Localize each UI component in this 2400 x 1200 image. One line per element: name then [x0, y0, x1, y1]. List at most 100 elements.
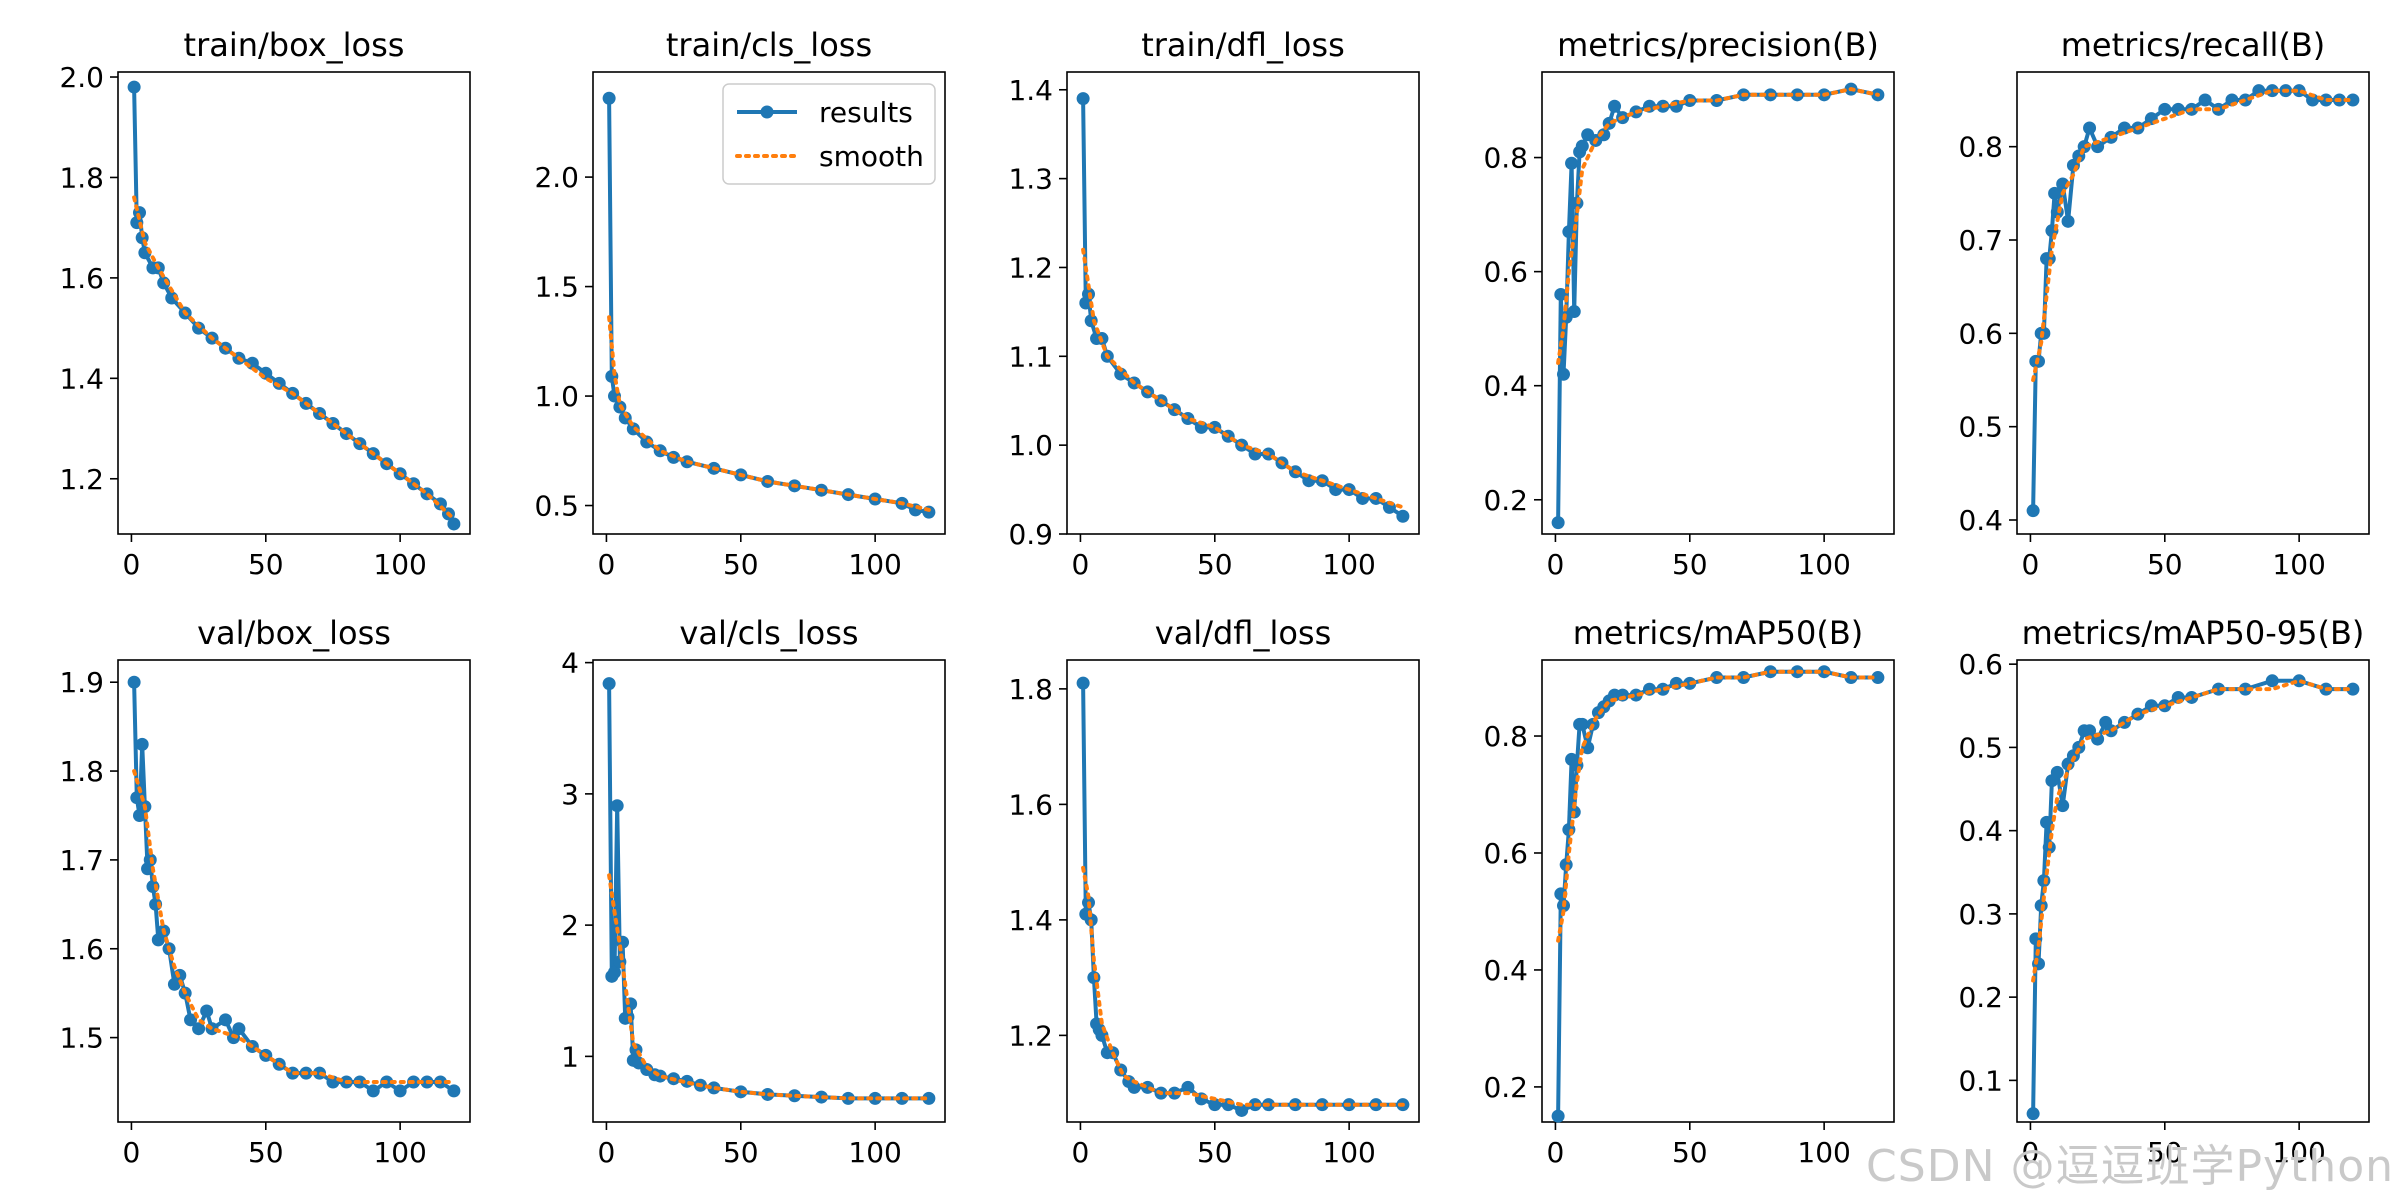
legend-label-results: results	[819, 96, 913, 129]
y-tick-label: 0.9	[1008, 518, 1053, 551]
y-tick-label: 0.8	[1958, 131, 2003, 164]
results-point	[200, 1004, 214, 1018]
results-point	[1575, 139, 1589, 153]
smooth-line	[1081, 247, 1405, 510]
x-tick-label: 100	[1322, 548, 1375, 581]
subplot-title: train/dfl_loss	[1141, 26, 1345, 64]
results-point	[2185, 690, 2199, 704]
results-point	[1114, 367, 1128, 381]
results-line	[1081, 98, 1405, 518]
x-tick-label: 0	[2022, 548, 2040, 581]
y-tick-label: 2.0	[59, 61, 104, 94]
y-tick-label: 1.2	[1008, 1019, 1053, 1052]
y-tick-label: 0.4	[1483, 370, 1528, 403]
results-point	[272, 376, 286, 390]
y-tick-label: 0.2	[1483, 1071, 1528, 1104]
subplot-title: metrics/recall(B)	[2061, 26, 2326, 64]
y-tick-label: 1.1	[1008, 340, 1053, 373]
y-tick-label: 1.3	[1008, 163, 1053, 196]
x-tick-label: 100	[373, 1136, 426, 1169]
results-point	[1551, 1109, 1565, 1123]
plot-frame	[1541, 659, 1895, 1123]
smooth-line	[607, 315, 931, 512]
plot-frame	[2016, 71, 2370, 535]
results-point	[1656, 682, 1670, 696]
results-point	[1608, 99, 1622, 113]
y-tick-label: 1.8	[1008, 673, 1053, 706]
results-point	[2040, 815, 2054, 829]
results-point	[135, 737, 149, 751]
y-tick-label: 0.4	[1483, 954, 1528, 987]
subplot-8: val/dfl_loss 0 50 100 1.2 1.4 1.6 1.8	[1008, 614, 1420, 1169]
y-tick-label: 1.4	[1008, 74, 1053, 107]
legend-label-smooth: smooth	[819, 140, 924, 173]
results-point	[1076, 92, 1090, 106]
smooth-line	[2031, 678, 2355, 983]
results-line	[1081, 683, 1403, 1113]
results-point	[2306, 93, 2320, 107]
results-point	[2061, 214, 2075, 228]
x-tick-label: 100	[1797, 548, 1850, 581]
y-tick-label: 1.7	[59, 844, 104, 877]
smooth-line	[607, 873, 931, 1101]
results-point	[1565, 156, 1579, 170]
x-tick-label: 0	[1072, 1136, 1090, 1169]
results-point	[602, 677, 616, 691]
subplot-7: val/cls_loss 0 50 100 1 2 3 4	[561, 614, 946, 1169]
x-tick-label: 50	[1672, 548, 1708, 581]
results-point	[602, 91, 616, 105]
subplot-title: train/box_loss	[184, 26, 405, 64]
y-tick-label: 0.8	[1483, 720, 1528, 753]
smooth-line	[1556, 669, 1880, 943]
results-line	[607, 683, 929, 1101]
results-point	[192, 1022, 206, 1036]
results-point	[640, 435, 654, 449]
results-point	[1567, 305, 1581, 319]
x-tick-label: 0	[1072, 548, 1090, 581]
x-tick-label: 100	[2272, 1136, 2325, 1169]
results-point	[127, 675, 141, 689]
smooth-line	[1556, 87, 1880, 365]
x-tick-label: 0	[2022, 1136, 2040, 1169]
subplot-title: train/cls_loss	[666, 26, 872, 64]
subplot-3: train/dfl_loss 0 50 100 0.9 1.0 1.1 1.2 1.3 1.4	[1008, 26, 1420, 581]
results-point	[2346, 682, 2360, 696]
subplot-title: val/dfl_loss	[1155, 614, 1332, 652]
plot-frame	[117, 71, 471, 535]
x-tick-label: 50	[723, 548, 759, 581]
results-point	[184, 1013, 198, 1027]
results-point	[130, 791, 144, 805]
y-tick-label: 1.6	[59, 262, 104, 295]
results-point	[1556, 367, 1570, 381]
y-tick-label: 0.6	[1483, 837, 1528, 870]
subplot-title: val/cls_loss	[679, 614, 858, 652]
y-tick-label: 0.6	[1483, 256, 1528, 289]
x-tick-label: 50	[1672, 1136, 1708, 1169]
results-point	[2158, 102, 2172, 116]
subplot-5: metrics/recall(B) 0 50 100 0.4 0.5 0.6 0.7 0.8	[1958, 26, 2370, 581]
results-point	[2238, 682, 2252, 696]
x-tick-label: 100	[1797, 1136, 1850, 1169]
results-point	[2265, 674, 2279, 688]
x-tick-label: 100	[848, 548, 901, 581]
subplot-2: train/cls_loss 0 50 100 0.5 1.0 1.5 2.0 results s…	[534, 26, 946, 581]
y-tick-label: 0.8	[1483, 142, 1528, 175]
y-tick-label: 3	[561, 778, 579, 811]
subplot-9: metrics/mAP50(B) 0 50 100 0.2 0.4 0.6 0.8	[1483, 614, 1895, 1169]
results-point	[393, 1084, 407, 1098]
y-tick-label: 1.9	[59, 666, 104, 699]
subplot-10: metrics/mAP50-95(B) 0 50 100 0.1 0.2 0.3 0.4 0.5…	[1958, 614, 2370, 1169]
x-tick-label: 100	[2272, 548, 2325, 581]
y-tick-label: 0.7	[1958, 224, 2003, 257]
y-tick-label: 0.3	[1958, 898, 2003, 931]
results-point	[2198, 93, 2212, 107]
results-point	[447, 1084, 461, 1098]
smooth-line	[1081, 865, 1405, 1107]
results-point	[326, 1075, 340, 1089]
x-tick-label: 0	[1547, 548, 1565, 581]
results-point	[1871, 671, 1885, 685]
x-tick-label: 0	[598, 548, 616, 581]
y-tick-label: 1.5	[59, 1022, 104, 1055]
results-point	[127, 80, 141, 94]
